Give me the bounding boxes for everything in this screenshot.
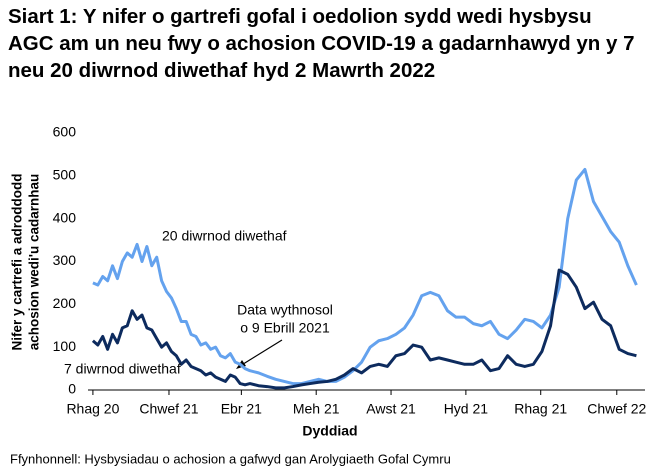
series-label: 7 diwrnod diwethaf — [64, 361, 181, 377]
annotation: Data wythnosol — [237, 302, 333, 318]
x-tick-label: Rhag 20 — [66, 401, 119, 417]
y-tick-label: 500 — [53, 167, 77, 183]
y-axis-label: Nifer y cartrefi a adroddodd — [10, 173, 25, 350]
y-axis-label: achosion wedi'u cadarnhau — [27, 174, 42, 351]
x-tick-label: Awst 21 — [366, 401, 416, 417]
y-tick-label: 100 — [53, 338, 77, 354]
y-tick-label: 0 — [68, 381, 76, 397]
x-tick-label: Chwef 21 — [139, 401, 198, 417]
x-tick-label: Chwef 22 — [587, 401, 646, 417]
annotation: o 9 Ebrill 2021 — [240, 320, 330, 336]
line-series — [91, 268, 637, 390]
source: Ffynhonnell: Hysbysiadau o achosion a ga… — [10, 451, 451, 466]
y-tick-label: 600 — [53, 124, 77, 140]
annotation-arrow — [239, 339, 283, 367]
x-tick-label: Rhag 21 — [514, 401, 567, 417]
line-series — [92, 167, 638, 386]
x-axis-label: Dyddiad — [302, 423, 357, 439]
chart-title: Siart 1: Y nifer o gartrefi gofal i oedo… — [8, 5, 635, 82]
x-tick-label: Ebr 21 — [221, 401, 262, 417]
x-tick-label: Hyd 21 — [444, 401, 489, 417]
y-tick-label: 200 — [53, 295, 77, 311]
y-tick-label: 300 — [53, 252, 77, 268]
y-tick-label: 400 — [53, 209, 77, 225]
x-tick-label: Meh 21 — [293, 401, 340, 417]
series-label: 20 diwrnod diwethaf — [162, 228, 287, 244]
